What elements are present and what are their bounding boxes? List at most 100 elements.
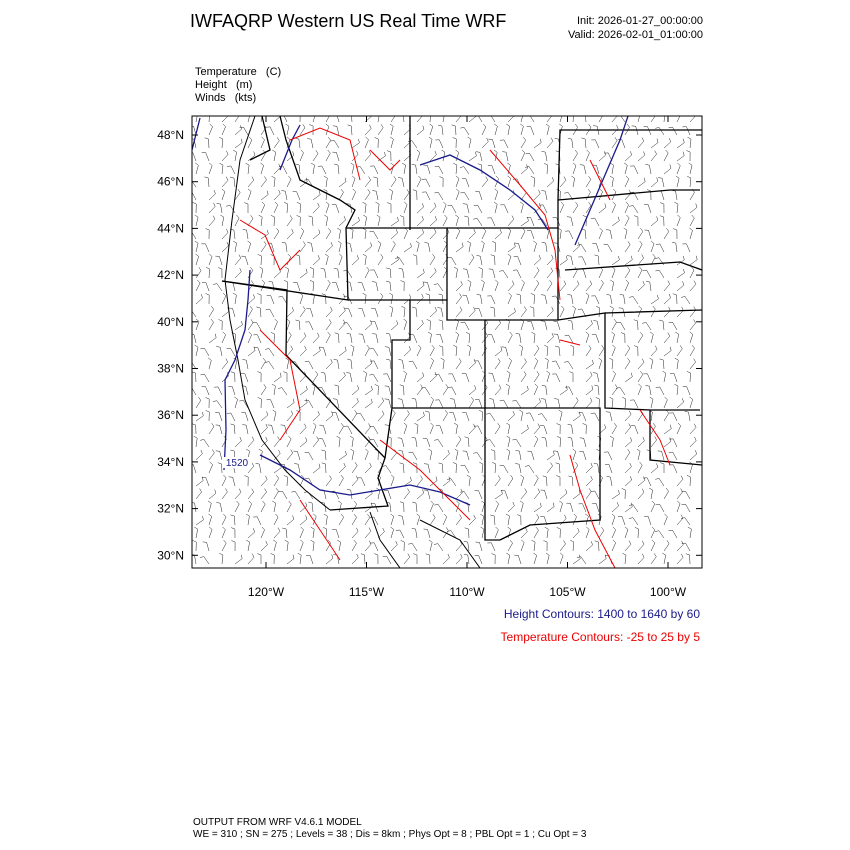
wind-barb [598,175,603,188]
wind-barb [255,463,262,474]
height-legend: Height Contours: 1400 to 1640 by 60 [504,607,700,621]
wind-barb [566,216,574,227]
wind-barb [234,436,242,448]
wind-barb [585,280,593,292]
wind-barb [540,489,548,500]
wind-barb [578,256,587,266]
wind-barb [611,124,619,136]
wind-barb [464,436,470,448]
wind-barb [481,176,489,188]
wind-barb [453,266,458,279]
wind-barb [644,229,652,240]
wind-barb [377,124,384,136]
wind-barb [403,201,408,214]
temperature-legend: Temperature Contours: -25 to 25 by 5 [501,630,701,644]
wind-barb [282,527,288,539]
wind-barb [606,294,613,305]
border [447,227,559,321]
wind-barb [205,267,210,279]
wind-barb [309,280,314,292]
wind-barb [364,150,372,162]
wind-barb [373,176,379,188]
wind-barb [541,190,548,201]
wind-barb [435,425,444,435]
wind-barb [624,410,632,422]
wind-barb [208,461,213,474]
wind-barb [260,357,266,370]
wind-barb [429,344,435,357]
wind-barb [372,190,379,201]
wind-barb [598,554,607,565]
wind-barb [487,217,496,227]
wind-barb [499,139,509,149]
wind-barb [200,373,210,383]
wind-barb [460,192,470,201]
wind-barb [546,306,554,318]
wind-barb [525,412,535,422]
wind-barb [260,176,267,188]
wind-barb [502,151,509,162]
wind-barb [487,334,496,344]
wind-barb [454,448,459,461]
wind-barb [506,448,511,461]
wind-barb [459,166,470,175]
wind-barb [247,436,255,448]
wind-barb [513,256,522,266]
wind-barb [247,188,252,201]
wind-barb [611,502,619,513]
wind-barb [672,293,678,305]
wind-barb [433,283,444,292]
wind-barb [434,504,444,513]
wind-barb [403,116,405,123]
wind-barb [647,189,652,201]
wind-barb [464,527,470,539]
wind-barb [273,201,279,214]
wind-barb [383,373,392,383]
wind-barb [616,387,626,396]
coastline [224,116,481,568]
wind-barb [592,164,600,175]
wind-barb [384,398,392,409]
wind-barb [624,540,632,552]
wind-barb [564,361,574,370]
wind-barb [383,490,392,500]
wind-barb [351,527,359,539]
wind-barb [260,201,266,214]
wind-barb [447,257,457,266]
wind-barb [192,202,197,214]
wind-barb [204,176,210,188]
wind-barb [195,411,204,422]
wind-barb [540,515,548,526]
wind-barb [338,177,347,188]
lat-label: 46°N [157,175,184,189]
wind-barb [597,513,602,526]
wind-barb [332,398,340,409]
wind-barb [630,165,639,175]
wind-barb [463,540,470,552]
wind-barb [400,280,405,292]
wind-barb [637,553,645,565]
wind-barb [624,449,631,461]
wind-barb [609,162,614,175]
wind-barb [686,475,691,487]
wind-barb [649,396,654,409]
wind-barb [520,279,525,292]
wind-barb [273,189,281,201]
wind-barb [559,552,564,565]
wind-barb [208,123,213,136]
wind-barb [681,296,691,305]
wind-barb [194,240,199,253]
wind-barb [455,116,462,123]
wind-barb [468,423,476,435]
wind-barb [533,267,540,279]
wind-barb [221,188,226,201]
wind-barb [369,231,379,240]
wind-barb [416,319,424,331]
wind-barb [325,149,331,162]
wind-barb [266,399,275,409]
wind-barb [389,136,394,149]
wind-barb [606,476,613,487]
wind-barb [533,502,542,513]
wind-barb [208,202,216,214]
wind-barb [476,294,483,305]
